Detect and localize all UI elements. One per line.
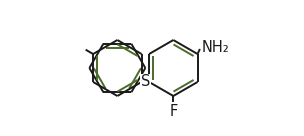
Text: S: S bbox=[141, 75, 150, 89]
Text: F: F bbox=[169, 104, 178, 119]
Text: NH₂: NH₂ bbox=[201, 40, 229, 55]
